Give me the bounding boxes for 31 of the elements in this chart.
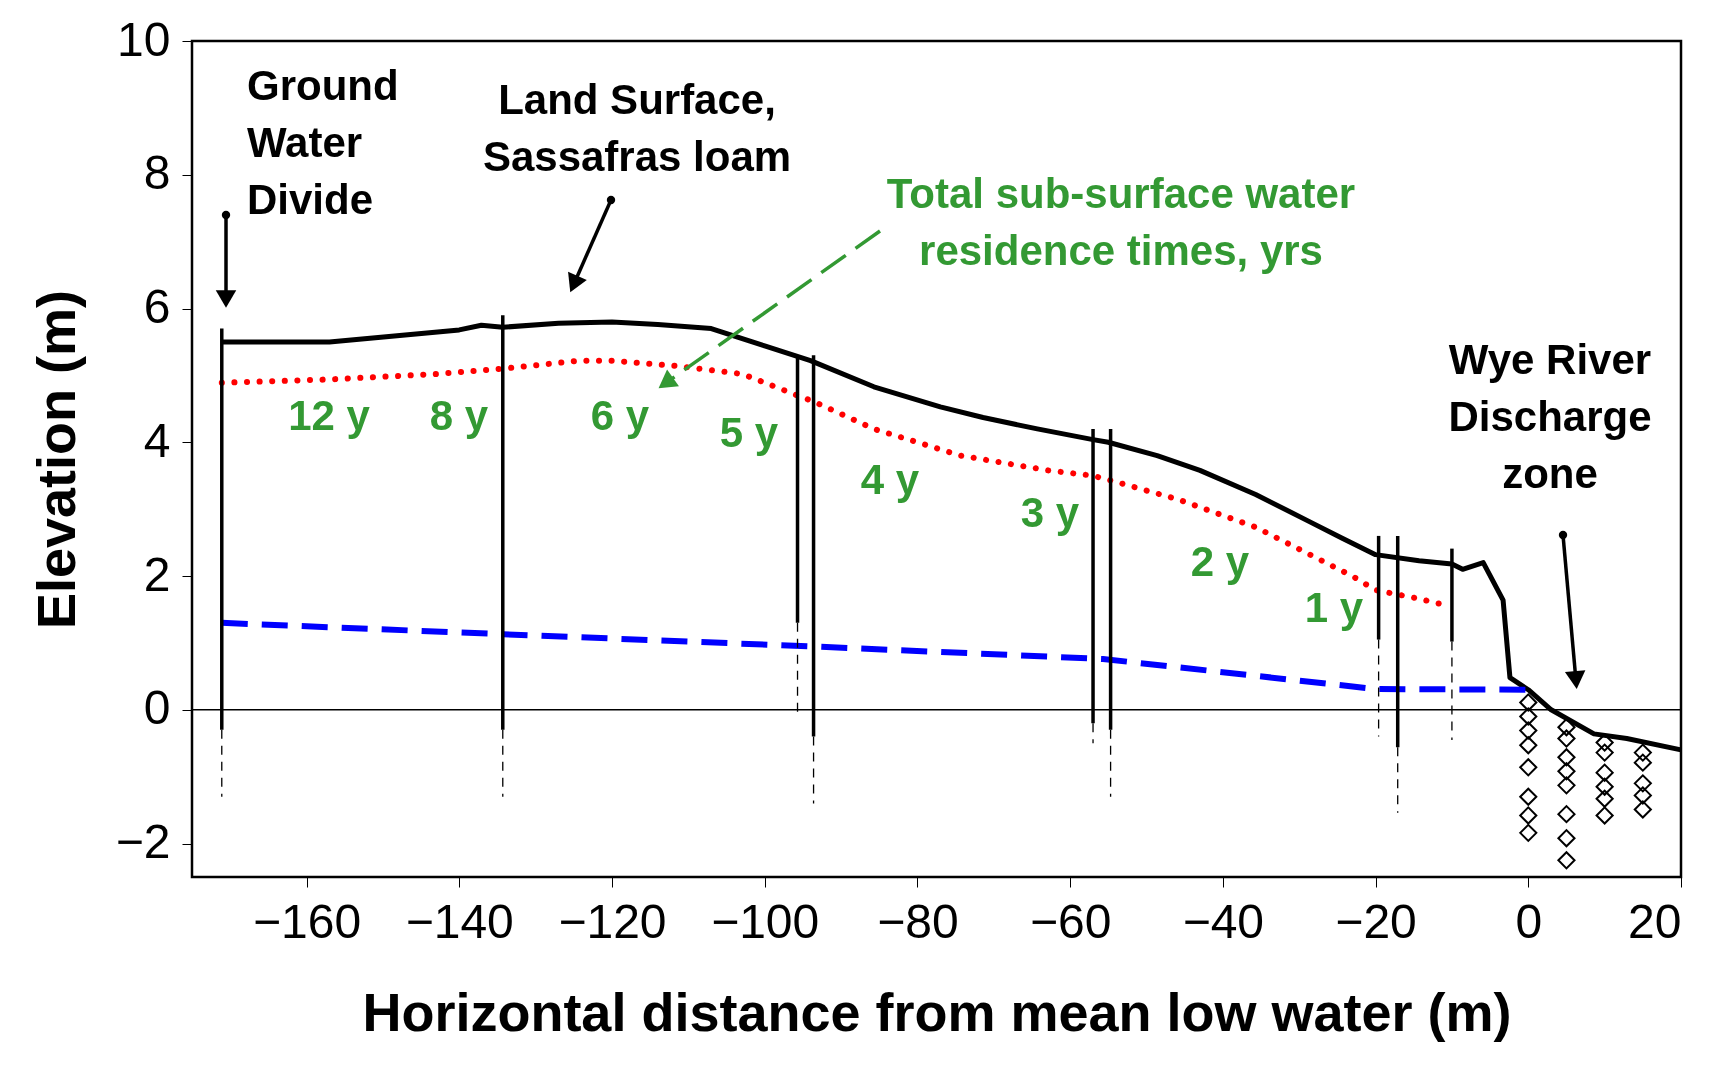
annotation: 3 y [1020, 489, 1080, 536]
y-tick-label: 10 [117, 12, 171, 66]
annotation: 1 y [1304, 584, 1364, 631]
annotation: 5 y [719, 409, 779, 456]
y-tick-label: 6 [143, 280, 171, 334]
y-axis-title: Elevation (m) [25, 289, 86, 630]
x-tick-label: −160 [252, 894, 362, 948]
y-tick-label: 4 [143, 413, 171, 467]
annotation: Land Surface, Sassafras loam [482, 76, 792, 180]
annotation: 4 y [860, 456, 920, 503]
x-axis-title: Horizontal distance from mean low water (m) [362, 981, 1512, 1042]
annotation: Total sub-surface water residence times, yrs [886, 170, 1356, 274]
annotation: 12 y [288, 392, 371, 439]
y-tick-label: −2 [115, 815, 171, 869]
x-tick-label: −140 [405, 894, 514, 948]
x-tick-label: −40 [1182, 894, 1265, 948]
y-tick-label: 0 [143, 681, 171, 735]
y-tick-label: 8 [143, 146, 171, 200]
y-tick-label: 2 [143, 547, 171, 601]
x-tick-label: −120 [558, 894, 667, 948]
x-tick-label: 20 [1628, 894, 1682, 948]
x-tick-label: −60 [1029, 894, 1112, 948]
annotation: 2 y [1190, 538, 1250, 585]
x-tick-label: −80 [877, 894, 959, 948]
x-tick-label: −100 [711, 894, 820, 948]
x-tick-label: 0 [1515, 894, 1543, 948]
annotation: 6 y [590, 392, 650, 439]
annotation: Ground Water Divide [247, 62, 399, 223]
x-tick-label: −20 [1335, 894, 1417, 948]
annotation: Wye River Discharge zone [1448, 336, 1652, 497]
annotation: 8 y [429, 392, 489, 439]
